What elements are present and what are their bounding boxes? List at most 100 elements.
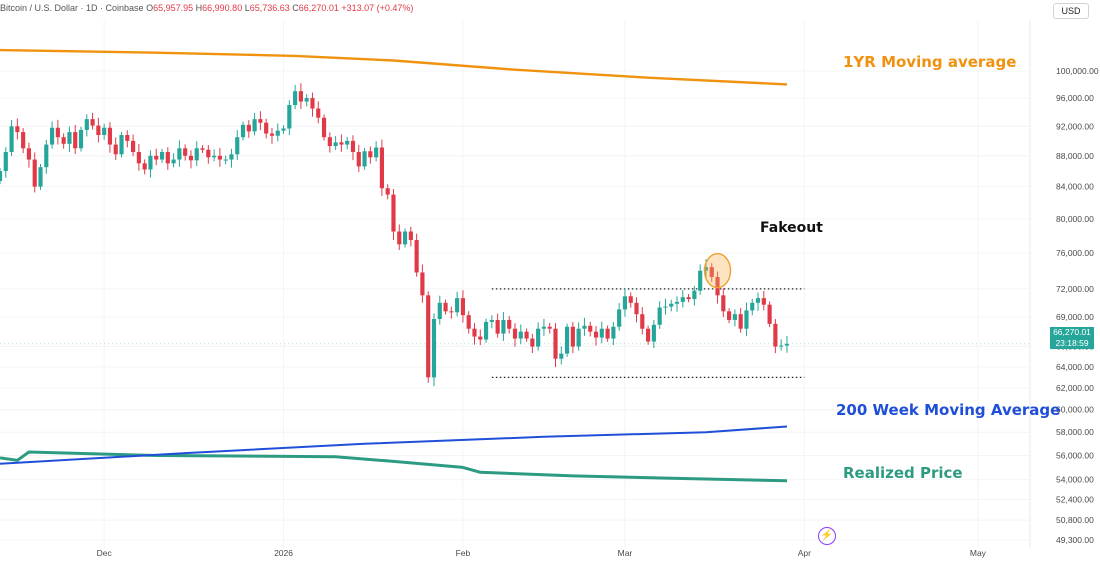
y-tick-label: 76,000.00 xyxy=(1056,248,1094,258)
candle-body xyxy=(113,144,118,155)
candle-body xyxy=(3,152,8,172)
y-tick-label: 58,000.00 xyxy=(1056,427,1094,437)
candle-body xyxy=(235,137,240,155)
candle-body xyxy=(96,125,101,136)
low-value: 65,736.63 xyxy=(249,3,290,13)
fakeout-marker-layer xyxy=(703,252,732,289)
candle-body xyxy=(38,167,43,187)
candle-body xyxy=(703,267,709,271)
y-tick-label: 72,000.00 xyxy=(1056,284,1094,294)
candle-body xyxy=(547,326,552,329)
candle-body xyxy=(281,128,286,131)
candle-body xyxy=(119,135,124,155)
candle-body xyxy=(426,295,431,378)
fakeout-marker xyxy=(703,252,732,289)
y-tick-label: 84,000.00 xyxy=(1056,182,1094,192)
bar-countdown: 23:18:59 xyxy=(1055,338,1089,348)
candle-body xyxy=(593,331,599,338)
symbol-title: Bitcoin / U.S. Dollar · 1D · Coinbase xyxy=(0,3,144,13)
candle-body xyxy=(269,133,275,136)
candle-body xyxy=(0,171,3,182)
candle-body xyxy=(287,105,292,129)
currency-selector[interactable]: USD xyxy=(1053,3,1089,19)
candle-body xyxy=(61,137,66,144)
y-tick-label: 64,000.00 xyxy=(1056,362,1094,372)
candle-body xyxy=(252,119,257,132)
y-axis: 100,000.00 96,000.00 92,000.00 88,000.00 84,… xyxy=(1056,66,1099,545)
last-price-tag: 66,270.01 23:18:59 xyxy=(1050,327,1094,349)
candle-body xyxy=(680,297,685,302)
y-tick-label: 56,000.00 xyxy=(1056,450,1094,460)
open-label: O xyxy=(146,3,154,13)
candle-body xyxy=(293,91,298,106)
candle-body xyxy=(212,155,217,158)
x-tick-label: Feb xyxy=(456,548,471,558)
candle-body xyxy=(727,311,732,320)
indicator-lines xyxy=(0,48,1030,483)
candle-body xyxy=(553,328,558,359)
candle-body xyxy=(755,298,761,303)
legend-bar: Bitcoin / U.S. Dollar · 1D · Coinbase O 6… xyxy=(0,3,413,13)
grid-layer xyxy=(0,20,1030,548)
candle-body xyxy=(136,152,141,164)
ma-200w-label: 200 Week Moving Average xyxy=(836,401,1061,419)
x-tick-label: Apr xyxy=(798,548,811,558)
candle-body xyxy=(84,119,89,130)
realized-price-label: Realized Price xyxy=(843,464,963,482)
candle-body xyxy=(125,135,130,141)
candle-body xyxy=(171,159,176,164)
fakeout-label: Fakeout xyxy=(760,220,823,236)
candle-body xyxy=(368,151,373,158)
candle-body xyxy=(541,326,547,329)
candle-body xyxy=(634,302,639,315)
candle-body xyxy=(379,147,384,189)
candle-body xyxy=(767,304,772,324)
candle-body xyxy=(21,132,26,149)
candle-body xyxy=(588,325,593,332)
candle-body xyxy=(240,124,246,138)
candle-body xyxy=(275,130,280,136)
candle-body xyxy=(102,127,107,136)
candle-body xyxy=(489,319,494,322)
candles xyxy=(0,83,790,387)
y-tick-label: 88,000.00 xyxy=(1056,151,1094,161)
ma-1yr-label: 1YR Moving average xyxy=(843,53,1017,71)
candle-body xyxy=(73,132,78,149)
candle-body xyxy=(449,311,454,313)
ma-1yr-line xyxy=(0,48,788,86)
candle-body xyxy=(55,127,60,138)
x-tick-label: May xyxy=(970,548,987,558)
candle-body xyxy=(188,155,194,161)
candle-body xyxy=(414,240,419,273)
candle-body xyxy=(148,155,153,170)
candle-body xyxy=(773,323,778,347)
candle-body xyxy=(460,298,466,316)
candle-body xyxy=(15,126,20,133)
change-value: +313.07 (+0.47%) xyxy=(341,3,414,13)
candle-body xyxy=(570,326,575,347)
candle-body xyxy=(408,231,413,241)
y-tick-label: 69,000.00 xyxy=(1056,312,1094,322)
candle-body xyxy=(264,122,269,134)
candle-body xyxy=(530,338,535,347)
candle-body xyxy=(362,151,367,167)
candle-body xyxy=(657,307,662,325)
candle-body xyxy=(651,324,656,342)
candle-body xyxy=(159,152,165,160)
candle-body xyxy=(715,276,720,296)
candle-body xyxy=(443,302,448,312)
candle-body xyxy=(431,318,437,378)
candle-body xyxy=(310,98,315,109)
candle-body xyxy=(327,137,332,147)
candle-body xyxy=(90,119,95,126)
candle-body xyxy=(599,328,604,338)
candle-body xyxy=(339,142,344,145)
candle-body xyxy=(512,328,518,339)
candle-body xyxy=(732,314,737,320)
candle-body xyxy=(223,159,228,161)
candle-body xyxy=(536,328,541,347)
candle-body xyxy=(709,267,714,277)
y-tick-label: 60,000.00 xyxy=(1056,405,1094,415)
candle-body xyxy=(350,140,356,153)
